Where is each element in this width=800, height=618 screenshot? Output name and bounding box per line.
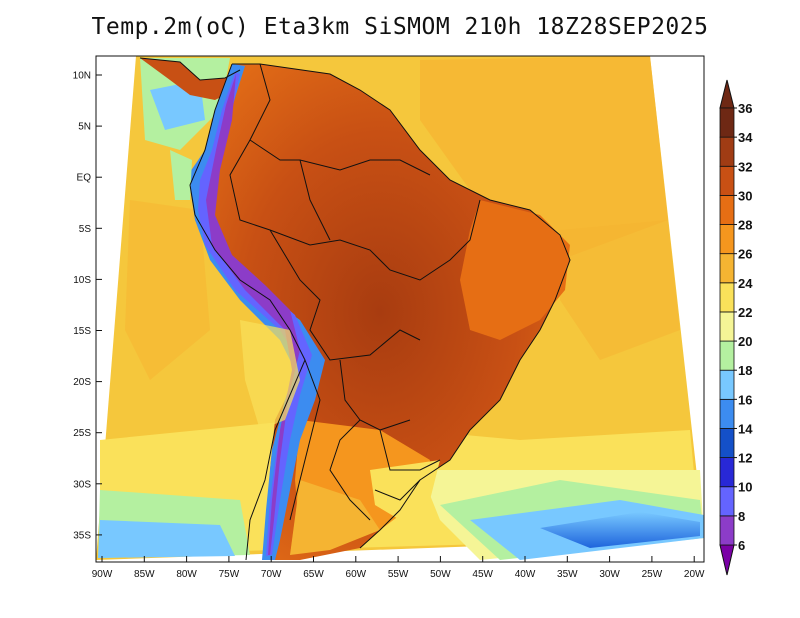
lon-tick-label: 85W — [134, 569, 155, 580]
lon-tick-label: 65W — [303, 569, 324, 580]
colorbar-segment — [719, 457, 735, 488]
lat-tick-label: 20S — [73, 377, 91, 388]
lon-tick-label: 20W — [684, 569, 705, 580]
colorbar-arrow-max — [719, 79, 735, 109]
lat-tick-label: 35S — [73, 530, 91, 541]
lon-tick-label: 40W — [515, 569, 536, 580]
colorbar-label: 24 — [738, 276, 753, 291]
map-frame — [95, 55, 705, 563]
colorbar-label: 18 — [738, 363, 752, 378]
lat-tick-label: EQ — [77, 173, 92, 184]
lat-tick-label: 5S — [79, 224, 92, 235]
colorbar-segment — [719, 194, 735, 225]
map-title: Temp.2m(oC) Eta3km SiSMOM 210h 18Z28SEP2… — [91, 14, 709, 40]
lon-tick-label: 50W — [430, 569, 451, 580]
colorbar-segment — [719, 369, 735, 400]
colorbar-segment — [719, 515, 735, 546]
colorbar-label: 30 — [738, 188, 752, 203]
colorbar-label: 32 — [738, 159, 752, 174]
lon-tick-label: 25W — [642, 569, 663, 580]
lat-tick-label: 15S — [73, 326, 91, 337]
colorbar-segment — [719, 428, 735, 459]
colorbar-segment — [719, 224, 735, 255]
temperature-field — [96, 56, 704, 560]
lon-tick-label: 45W — [472, 569, 493, 580]
colorbar: 6 8 10 12 14 16 18 20 22 24 26 28 30 32 34 36 — [719, 79, 753, 576]
lat-tick-label: 30S — [73, 479, 91, 490]
colorbar-label: 28 — [738, 218, 752, 233]
colorbar-segment — [719, 486, 735, 517]
colorbar-label: 12 — [738, 451, 752, 466]
colorbar-segment — [719, 311, 735, 342]
colorbar-label: 8 — [738, 509, 745, 524]
colorbar-label: 26 — [738, 247, 752, 262]
lon-tick-label: 90W — [92, 569, 113, 580]
colorbar-label: 10 — [738, 480, 752, 495]
country-borders — [139, 57, 571, 561]
colorbar-label: 16 — [738, 392, 752, 407]
lon-tick-label: 75W — [219, 569, 240, 580]
colorbar-label: 20 — [738, 334, 752, 349]
longitude-axis: 90W 85W 80W 75W 70W 65W 60W 55W 50W 45W 40W 35W 30W 2… — [92, 556, 705, 580]
colorbar-label: 14 — [738, 421, 753, 436]
latitude-axis: 10N 5N EQ 5S 10S 15S 20S 25S 30S 35S — [73, 71, 102, 541]
lon-tick-label: 55W — [388, 569, 409, 580]
colorbar-label: 22 — [738, 305, 752, 320]
lon-tick-label: 80W — [176, 569, 197, 580]
colorbar-segment — [719, 136, 735, 167]
colorbar-segment — [719, 398, 735, 429]
colorbar-arrow-min — [719, 544, 735, 576]
colorbar-label: 34 — [738, 130, 753, 145]
colorbar-label: 6 — [738, 538, 745, 553]
colorbar-segment — [719, 253, 735, 284]
colorbar-segment — [719, 107, 735, 138]
lat-tick-label: 10N — [73, 71, 91, 82]
colorbar-segment — [719, 282, 735, 313]
lon-tick-label: 35W — [557, 569, 578, 580]
lat-tick-label: 10S — [73, 275, 91, 286]
colorbar-segment — [719, 165, 735, 196]
colorbar-segment — [719, 340, 735, 371]
lon-tick-label: 30W — [599, 569, 620, 580]
lat-tick-label: 25S — [73, 428, 91, 439]
lat-tick-label: 5N — [78, 122, 91, 133]
lon-tick-label: 70W — [261, 569, 282, 580]
lon-tick-label: 60W — [346, 569, 367, 580]
colorbar-label: 36 — [738, 101, 752, 116]
